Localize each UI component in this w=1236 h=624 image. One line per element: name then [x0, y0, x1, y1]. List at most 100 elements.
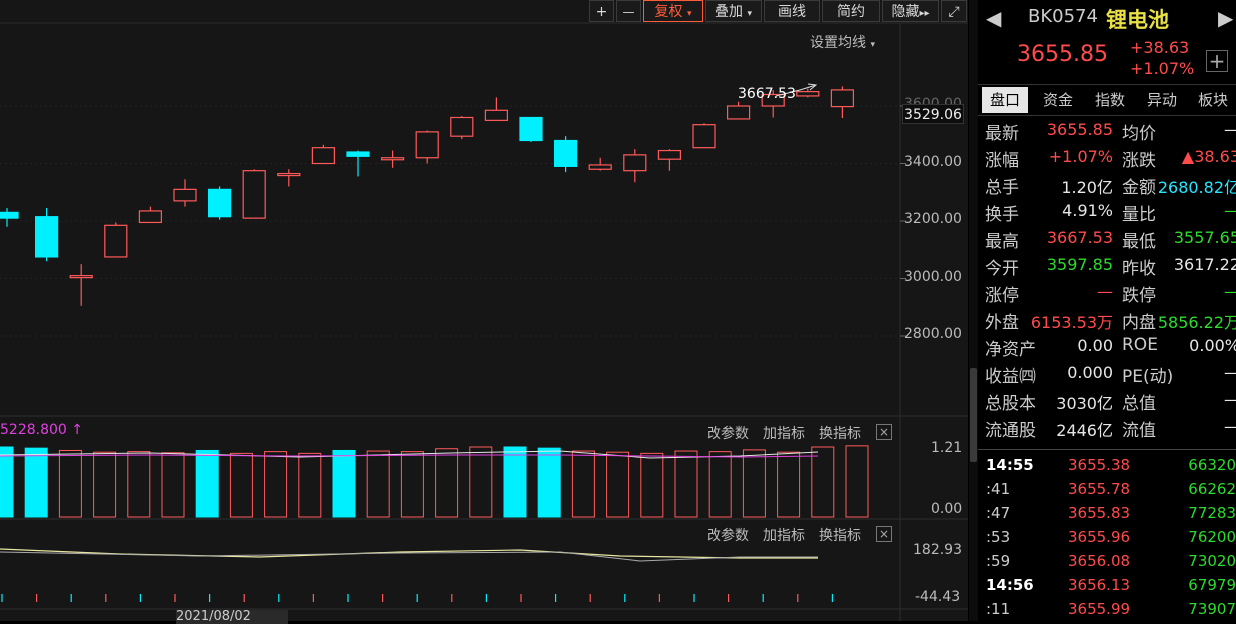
draw-line-button[interactable]: 画线 [764, 0, 820, 22]
tick-time: 14:56 [986, 576, 1034, 594]
quote-row: 换手 4.91% 量比 — [978, 199, 1236, 225]
quote-value: 6153.53万 [1030, 313, 1113, 332]
tick-row: 14:56 3656.13 67979 [978, 572, 1236, 598]
close-icon[interactable]: × [876, 526, 892, 542]
volume-bar [127, 451, 151, 518]
quote-value: — [1224, 120, 1236, 139]
add-watchlist-icon[interactable]: + [1206, 50, 1228, 72]
quote-value: — [1224, 417, 1236, 436]
candle-body [553, 139, 578, 167]
ma-settings-button[interactable]: 设置均线 ▾ [810, 32, 875, 52]
tab-zhishu[interactable]: 指数 [1094, 91, 1125, 109]
quote-value: — [1224, 201, 1236, 220]
quote-row: 总手 1.20亿 金额 2680.82亿 [978, 172, 1236, 198]
high-arrow-line [775, 84, 817, 97]
quote-label: 最新 [985, 124, 1019, 144]
quote-value: 1.20亿 [1061, 178, 1113, 197]
caret-down-icon: ▾ [870, 40, 875, 50]
diejia-label: 叠加 [715, 4, 743, 20]
quote-label: 量比 [1122, 205, 1156, 225]
quote-label: 净资产 [985, 340, 1036, 360]
simple-mode-button[interactable]: 简约 [822, 0, 880, 22]
quote-value: 4.91% [1062, 201, 1113, 220]
quote-value: 2680.82亿 [1157, 178, 1236, 197]
candle-body [761, 93, 785, 107]
scrollbar-thumb[interactable] [970, 368, 977, 462]
switch-indicator-button[interactable]: 换指标 [819, 426, 861, 442]
candle-body [34, 216, 59, 258]
hide-button[interactable]: 隐藏▸▸ [882, 0, 939, 22]
tab-yidong[interactable]: 异动 [1146, 91, 1177, 109]
volume-bar [229, 452, 253, 518]
tick-price: 3656.08 [1068, 552, 1131, 570]
zoom-out-button[interactable]: — [616, 0, 641, 22]
tick-volume: 67979 [1188, 576, 1236, 594]
volume-bar [435, 448, 459, 518]
quote-label: 总股本 [985, 394, 1036, 414]
fuquan-button[interactable]: 复权 ▾ [643, 0, 703, 22]
chart-toolbar: + — 复权 ▾ 叠加 ▾ 画线 简约 隐藏▸▸ ⤢ [588, 0, 968, 23]
volume-bar [161, 452, 185, 518]
change-params-button[interactable]: 改参数 [707, 426, 749, 442]
candle-body [69, 275, 93, 279]
volume-bar [366, 450, 390, 518]
quote-label: 最低 [1122, 232, 1156, 252]
candle-body [346, 151, 370, 157]
quote-label: 涨停 [985, 286, 1019, 306]
candle-body [830, 89, 855, 108]
tick-time: :11 [986, 600, 1011, 618]
switch-indicator-button[interactable]: 换指标 [819, 528, 861, 544]
quote-row: 最高 3667.53 最低 3557.65 [978, 226, 1236, 252]
price-axis-label: 3400.00 [904, 154, 962, 170]
double-arrow-right-icon: ▸▸ [919, 8, 930, 19]
high-price-annotation: 3667.53 [738, 86, 796, 102]
change-params-button[interactable]: 改参数 [707, 528, 749, 544]
expand-icon[interactable]: ⤢ [941, 0, 967, 22]
next-stock-icon[interactable]: ▶ [1218, 6, 1234, 30]
tab-bankuai[interactable]: 板块 [1197, 91, 1228, 109]
volume-bar [264, 451, 288, 518]
caret-down-icon: ▾ [686, 9, 692, 19]
hide-label: 隐藏 [891, 4, 920, 20]
quote-panel: ◀ BK0574 锂电池 ▶ 3655.85 +38.63 +1.07% + 盘… [978, 0, 1236, 621]
volume-bar [93, 451, 117, 518]
high-arrow-head [807, 83, 818, 91]
scrollbar-track[interactable] [969, 0, 978, 621]
close-icon[interactable]: × [876, 424, 892, 440]
prev-stock-icon[interactable]: ◀ [986, 6, 1002, 30]
volume-bar [469, 446, 493, 518]
candle-body [692, 124, 716, 149]
tick-volume: 77283 [1188, 504, 1236, 522]
quote-row: 涨幅 +1.07% 涨跌 ▲38.63 [978, 145, 1236, 171]
volume-bar [400, 451, 424, 518]
tick-price: 3655.83 [1068, 504, 1131, 522]
last-price: 3655.85 [1017, 42, 1108, 67]
tick-row: :59 3656.08 73020 [978, 548, 1236, 574]
quote-value: — [1097, 282, 1113, 301]
volume-bar [503, 446, 527, 518]
tick-time: 14:55 [986, 456, 1034, 474]
add-indicator-button[interactable]: 加指标 [763, 528, 805, 544]
tab-zijin[interactable]: 资金 [1042, 91, 1073, 109]
quote-label: 金额 [1122, 178, 1156, 198]
quote-row: 涨停 — 跌停 — [978, 280, 1236, 306]
zoom-in-button[interactable]: + [589, 0, 614, 22]
tick-time: :53 [986, 528, 1011, 546]
date-cursor-label: 2021/08/02 [176, 610, 288, 624]
tick-time: :47 [986, 504, 1011, 522]
tick-time: :59 [986, 552, 1011, 570]
quote-label: 流值 [1122, 421, 1156, 441]
price-change-pct: +1.07% [1130, 59, 1195, 78]
quote-value: 5856.22万 [1157, 313, 1236, 332]
tick-list: 14:55 3655.38 66320:41 3655.78 66262:47 3655.… [978, 452, 1236, 621]
quote-label: 均价 [1122, 124, 1156, 144]
tab-pankou[interactable]: 盘口 [982, 87, 1028, 113]
add-indicator-button[interactable]: 加指标 [763, 426, 805, 442]
volume-bar [640, 452, 664, 518]
tick-volume: 73020 [1188, 552, 1236, 570]
volume-bar [606, 451, 630, 518]
tick-volume: 76200 [1188, 528, 1236, 546]
diejia-button[interactable]: 叠加 ▾ [705, 0, 762, 22]
candle-body [173, 188, 197, 202]
quote-label: 收益㈣ [985, 367, 1036, 387]
